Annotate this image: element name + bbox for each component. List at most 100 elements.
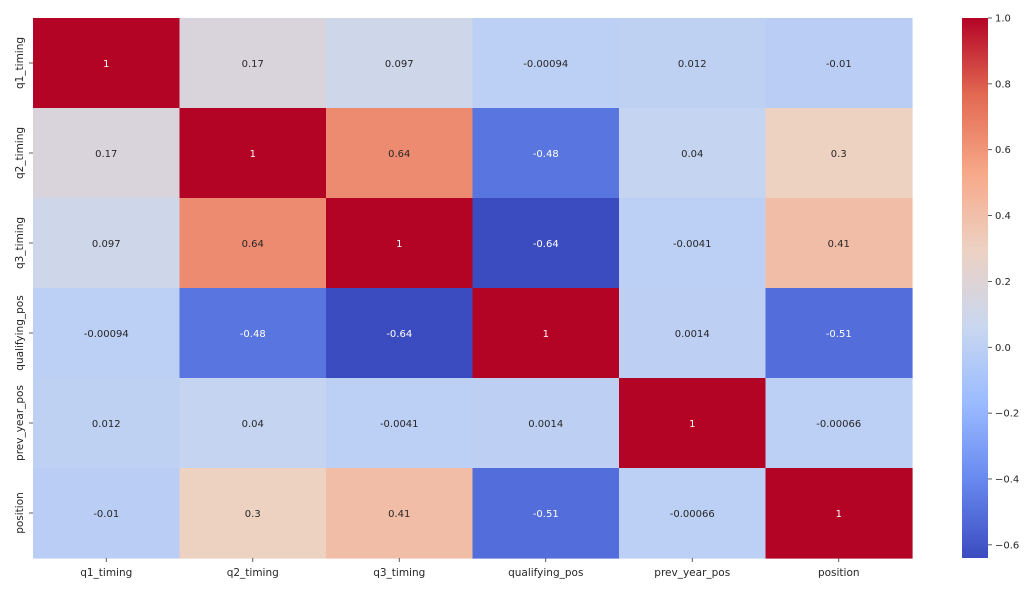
cell-value-label: -0.01 [826,59,852,70]
x-tick-label: qualifying_pos [508,567,583,579]
x-tick-label: q3_timing [373,567,425,579]
heatmap-cell [33,18,181,109]
heatmap-cell [33,198,181,289]
heatmap-cell [326,378,474,469]
cell-value-label: 0.64 [242,239,264,250]
cell-value-label: -0.00094 [84,329,129,340]
y-tick-label: q2_timing [14,127,26,179]
y-tick-label: qualifying_pos [14,295,26,370]
cell-value-label: -0.51 [533,509,559,520]
cell-value-label: -0.00066 [670,509,715,520]
cell-value-label: 0.64 [388,149,410,160]
cell-value-label: 1 [396,239,402,250]
x-tick-label: prev_year_pos [654,567,730,579]
heatmap-cell [619,18,767,109]
cell-value-label: 1 [836,509,842,520]
heatmap-cell [765,18,913,109]
heatmap-cell [326,108,474,199]
heatmap-cell [472,288,620,379]
colorbar-tick-label: 0.0 [995,343,1011,354]
heatmap-value-labels: 1 0.17 0.097 -0.00094 0.012 -0.01 0.17 1 0.64 -0.… [84,59,861,520]
cell-value-label: -0.48 [533,149,559,160]
colorbar-tick-label: 0.6 [995,145,1011,156]
cell-value-label: 0.3 [831,149,847,160]
cell-value-label: 0.04 [242,419,264,430]
heatmap-cell [33,108,181,199]
cell-value-label: -0.51 [826,329,852,340]
heatmap-cell [472,378,620,469]
cell-value-label: 0.17 [95,149,117,160]
cell-value-label: 0.41 [388,509,410,520]
heatmap-cell [472,468,620,559]
heatmap-cell [619,378,767,469]
cell-value-label: -0.00066 [816,419,861,430]
cell-value-label: 0.0014 [675,329,710,340]
x-tick-label: position [818,567,860,579]
heatmap-cell [179,468,327,559]
colorbar-tick-label: 1.0 [995,14,1011,25]
cell-value-label: 0.0014 [528,419,563,430]
cell-value-label: 1 [103,59,109,70]
y-axis: q1_timing q2_timing q3_timing qualifying_po… [14,37,33,534]
cell-value-label: 1 [543,329,549,340]
heatmap-cell [179,108,327,199]
heatmap-cell [619,288,767,379]
x-tick-label: q1_timing [80,567,132,579]
cell-value-label: -0.48 [240,329,266,340]
heatmap-cell [472,198,620,289]
cell-value-label: 0.097 [92,239,121,250]
x-axis: q1_timing q2_timing q3_timing qualifying_po… [80,558,860,579]
heatmap-cell [179,18,327,109]
heatmap-cell [619,108,767,199]
cell-value-label: -0.00094 [523,59,568,70]
heatmap-cell [326,288,474,379]
heatmap-cell [472,18,620,109]
colorbar-tick-label: 0.2 [995,277,1011,288]
colorbar-tick-label: 0.8 [995,79,1011,90]
heatmap-cell [33,378,181,469]
cell-value-label: -0.0041 [673,239,712,250]
colorbar-tick-label: 0.4 [995,211,1011,222]
cell-value-label: 0.04 [681,149,703,160]
heatmap-cells [33,18,913,559]
cell-value-label: 0.3 [245,509,261,520]
y-tick-label: q3_timing [14,217,26,269]
cell-value-label: 0.41 [828,239,850,250]
heatmap-cell [765,378,913,469]
heatmap-cell [33,468,181,559]
heatmap-cell [765,468,913,559]
y-tick-label: q1_timing [14,37,26,89]
heatmap-cell [765,198,913,289]
cell-value-label: 0.17 [242,59,264,70]
y-tick-label: prev_year_pos [14,385,26,461]
cell-value-label: -0.64 [533,239,559,250]
cell-value-label: 0.012 [92,419,121,430]
heatmap-cell [765,108,913,199]
heatmap-cell [33,288,181,379]
heatmap-cell [765,288,913,379]
colorbar-tick-label: −0.4 [995,474,1019,485]
y-tick-label: position [14,492,26,534]
cell-value-label: 1 [250,149,256,160]
heatmap-cell [326,468,474,559]
colorbar: −0.6 −0.4 −0.2 0.0 0.2 0.4 0.6 0.8 1.0 [962,14,1019,558]
cell-value-label: 1 [689,419,695,430]
cell-value-label: -0.64 [386,329,412,340]
cell-value-label: -0.01 [93,509,119,520]
colorbar-gradient [962,18,988,558]
heatmap-cell [619,468,767,559]
colorbar-tick-label: −0.2 [995,409,1019,420]
x-tick-label: q2_timing [227,567,279,579]
colorbar-tick-label: −0.6 [995,540,1019,551]
cell-value-label: -0.0041 [380,419,419,430]
heatmap-cell [326,18,474,109]
heatmap-cell [326,198,474,289]
heatmap-cell [179,378,327,469]
heatmap-cell [179,198,327,289]
heatmap-cell [179,288,327,379]
heatmap-cell [619,198,767,289]
heatmap-cell [472,108,620,199]
cell-value-label: 0.097 [385,59,414,70]
